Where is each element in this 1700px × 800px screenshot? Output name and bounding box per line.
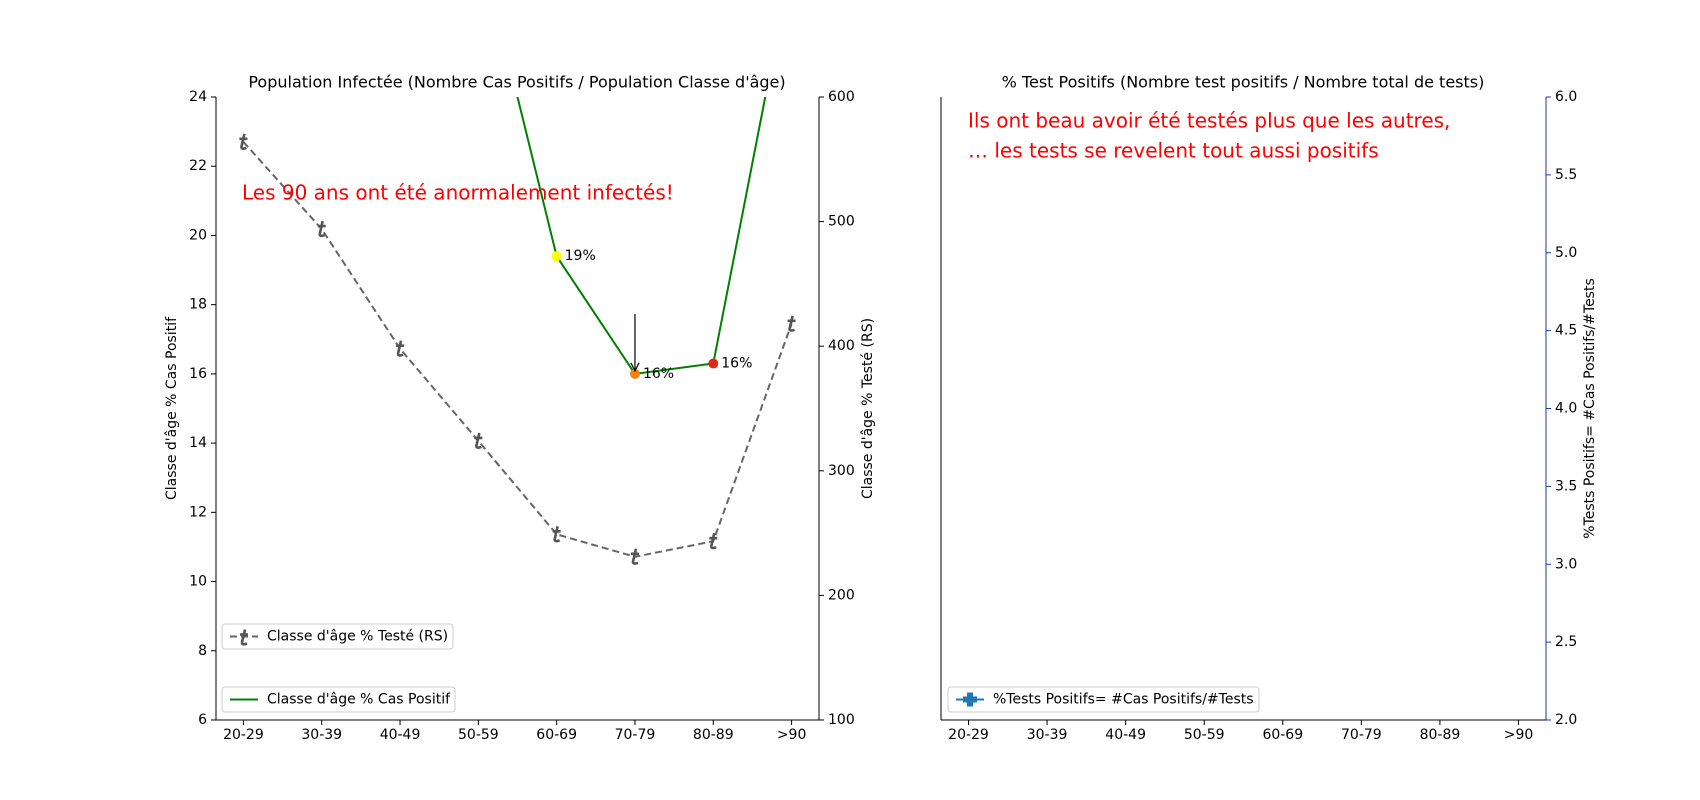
y2-tick-label: 200: [828, 587, 855, 603]
point-marker: [396, 340, 405, 357]
x-tick-label: >90: [777, 727, 807, 743]
x-tick-label: >90: [1504, 727, 1534, 743]
y2-axis-label: Classe d'âge % Testé (RS): [860, 318, 876, 499]
point-marker: [787, 315, 796, 332]
point-marker: [474, 432, 483, 449]
y-tick-label: 10: [189, 574, 207, 590]
x-tick-label: 70-79: [615, 727, 656, 743]
x-tick-label: 20-29: [223, 727, 264, 743]
x-tick-label: 80-89: [1420, 727, 1461, 743]
y2-tick-label: 500: [828, 214, 855, 230]
series-line: [242, 141, 793, 558]
y-tick-label: 6: [198, 712, 207, 728]
x-tick-label: 40-49: [1105, 727, 1146, 743]
x-tick-label: 30-39: [1027, 727, 1068, 743]
annotation: Ils ont beau avoir été testés plus que l…: [968, 109, 1450, 133]
legend-label: %Tests Positifs= #Cas Positifs/#Tests: [993, 692, 1254, 708]
x-tick-label: 60-69: [536, 727, 577, 743]
x-tick-label: 70-79: [1341, 727, 1382, 743]
chart-title: % Test Positifs (Nombre test positifs / …: [1002, 73, 1485, 92]
x-tick-label: 20-29: [948, 727, 989, 743]
legend-label: Classe d'âge % Cas Positif: [267, 692, 451, 708]
y2-tick-label: 2.5: [1555, 634, 1577, 650]
point-marker: [709, 532, 718, 550]
y-tick-label: 12: [189, 504, 207, 520]
x-tick-label: 80-89: [693, 727, 734, 743]
y-tick-label: 8: [198, 643, 207, 659]
y2-tick-label: 600: [828, 89, 855, 105]
y2-tick-label: 4.0: [1555, 401, 1577, 417]
annotation: Les 90 ans ont été anormalement infectés…: [242, 181, 674, 205]
x-tick-label: 40-49: [380, 727, 421, 743]
y2-tick-label: 3.5: [1555, 478, 1577, 494]
subplot: % Test Positifs (Nombre test positifs / …: [940, 73, 1598, 743]
y-tick-label: 20: [189, 227, 207, 243]
subplot: Population Infectée (Nombre Cas Positifs…: [164, 73, 876, 744]
y2-tick-label: 5.0: [1555, 245, 1577, 261]
legend-box: [947, 686, 1260, 713]
y-tick-label: 16: [189, 366, 207, 382]
y2-axis-label: %Tests Positifs= #Cas Positifs/#Tests: [1582, 278, 1598, 539]
y2-tick-label: 4.5: [1555, 323, 1577, 339]
point-marker: [708, 358, 719, 369]
legend-marker: [240, 629, 248, 646]
x-tick-label: 50-59: [1184, 727, 1225, 743]
annotation: … les tests se revelent tout aussi posit…: [968, 139, 1379, 163]
x-tick-label: 50-59: [458, 727, 499, 743]
y-tick-label: 24: [189, 89, 207, 105]
point-marker: [551, 251, 562, 262]
y-axis-label: Classe d'âge % Cas Positif: [164, 316, 180, 500]
y2-tick-label: 400: [828, 338, 855, 354]
data-label: 16%: [643, 366, 674, 382]
legend-box: [221, 686, 456, 713]
point-marker: [239, 133, 248, 150]
chart-title: Population Infectée (Nombre Cas Positifs…: [248, 73, 785, 92]
y2-tick-label: 300: [828, 463, 855, 479]
legend-box: [221, 623, 454, 650]
point-marker: [317, 220, 326, 238]
point-marker: [552, 526, 561, 543]
plot-area: [239, 97, 796, 565]
y2-tick-label: 3.0: [1555, 556, 1577, 572]
point-marker: [630, 548, 639, 565]
y2-tick-label: 5.5: [1555, 167, 1577, 183]
y-tick-label: 14: [189, 435, 207, 451]
x-tick-label: 60-69: [1262, 727, 1303, 743]
legend-marker: [963, 692, 977, 707]
legend-label: Classe d'âge % Testé (RS): [267, 629, 448, 645]
y2-tick-label: 2.0: [1555, 712, 1577, 728]
annotation-arrowhead: [630, 362, 640, 373]
y2-tick-label: 6.0: [1555, 89, 1577, 105]
y-tick-label: 22: [189, 158, 207, 174]
x-tick-label: 30-39: [301, 727, 342, 743]
data-label: 19%: [565, 248, 596, 264]
y-tick-label: 18: [189, 297, 207, 313]
data-label: 16%: [721, 356, 752, 372]
y2-tick-label: 100: [828, 712, 855, 728]
point-marker: [629, 368, 640, 379]
